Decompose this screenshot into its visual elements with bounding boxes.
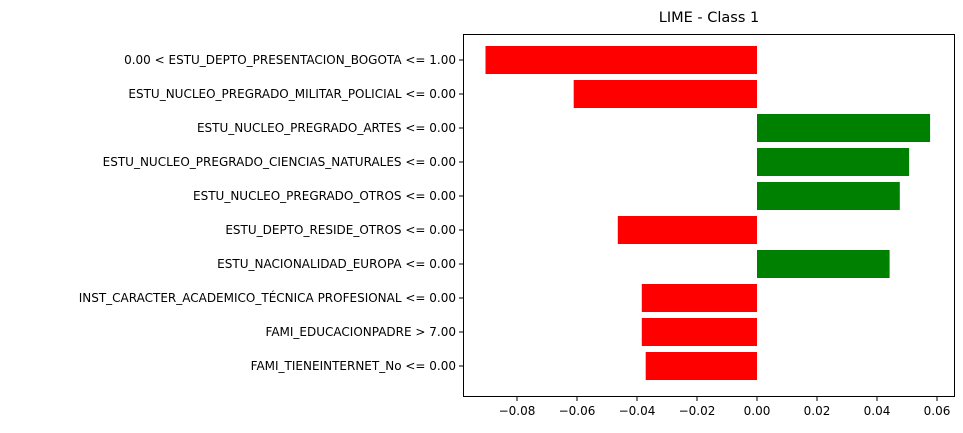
y-tick-label: 0.00 < ESTU_DEPTO_PRESENTACION_BOGOTA <=… — [124, 53, 456, 67]
plot-frame — [463, 34, 955, 397]
y-tick-label: ESTU_NUCLEO_PREGRADO_OTROS <= 0.00 — [193, 189, 456, 203]
y-tick-label: ESTU_NUCLEO_PREGRADO_MILITAR_POLICIAL <=… — [128, 87, 456, 101]
bar-9 — [641, 318, 757, 346]
bar-10 — [645, 352, 757, 380]
bar-2 — [573, 80, 757, 108]
x-tick-label: 0.02 — [804, 404, 831, 418]
chart-title: LIME - Class 1 — [659, 10, 759, 26]
x-tick-label: 0.00 — [744, 404, 771, 418]
bar-5 — [757, 182, 900, 210]
y-tick-label: INST_CARACTER_ACADEMICO_TÉCNICA PROFESIO… — [79, 290, 456, 305]
x-axis-ticks: −0.08 −0.06 −0.04 −0.02 0.00 0.02 0.04 0.06 — [499, 397, 951, 418]
x-tick-label: 0.04 — [864, 404, 891, 418]
bar-6 — [617, 216, 757, 244]
x-tick-label: −0.02 — [679, 404, 716, 418]
x-tick-label: −0.06 — [559, 404, 596, 418]
y-tick-label: ESTU_NUCLEO_PREGRADO_CIENCIAS_NATURALES … — [103, 155, 456, 169]
bar-3 — [757, 114, 931, 142]
bar-4 — [757, 148, 910, 176]
bar-1 — [485, 46, 757, 74]
bar-7 — [757, 250, 890, 278]
y-tick-label: ESTU_NACIONALIDAD_EUROPA <= 0.00 — [217, 257, 456, 271]
y-tick-labels: 0.00 < ESTU_DEPTO_PRESENTACION_BOGOTA <=… — [79, 53, 463, 373]
bars-group — [485, 46, 931, 380]
x-tick-label: −0.08 — [499, 404, 536, 418]
y-tick-label: FAMI_EDUCACIONPADRE > 7.00 — [266, 325, 456, 339]
x-tick-label: 0.06 — [924, 404, 951, 418]
bar-8 — [641, 284, 757, 312]
x-tick-label: −0.04 — [619, 404, 656, 418]
y-tick-label: FAMI_TIENEINTERNET_No <= 0.00 — [251, 359, 456, 373]
y-tick-label: ESTU_DEPTO_RESIDE_OTROS <= 0.00 — [225, 223, 456, 237]
y-tick-label: ESTU_NUCLEO_PREGRADO_ARTES <= 0.00 — [197, 121, 456, 135]
